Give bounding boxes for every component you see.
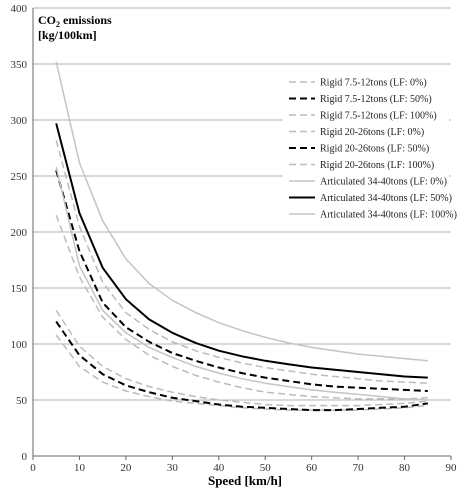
chart-title-line1: CO2 emissions bbox=[38, 13, 112, 29]
series-lines bbox=[55, 61, 428, 412]
y-tick-label: 100 bbox=[11, 339, 28, 351]
series-line-9 bbox=[55, 61, 428, 362]
y-tick-label: 150 bbox=[11, 283, 28, 295]
axes bbox=[32, 8, 452, 460]
legend-label-7: Articulated 34-40tons (LF: 0%) bbox=[320, 177, 447, 188]
grid-lines bbox=[33, 7, 451, 457]
x-tick-label: 80 bbox=[399, 462, 411, 474]
y-tick-label: 200 bbox=[11, 227, 28, 239]
legend: Rigid 7.5-12tons (LF: 0%) Rigid 7.5-12ton… bbox=[283, 72, 457, 222]
x-tick-label: 0 bbox=[30, 462, 36, 474]
legend-label-4: Rigid 20-26tons (LF: 0%) bbox=[320, 127, 424, 138]
legend-label-5: Rigid 20-26tons (LF: 50%) bbox=[320, 144, 429, 155]
y-tick-label: 400 bbox=[11, 3, 28, 15]
y-tick-label: 350 bbox=[11, 59, 28, 71]
series-line-6 bbox=[55, 140, 428, 384]
tick-labels: 0 50 100 150 200 250 300 350 400 0 10 20 30 40 50 60 70 8… bbox=[11, 3, 458, 474]
legend-label-2: Rigid 7.5-12tons (LF: 50%) bbox=[320, 94, 432, 105]
x-tick-label: 10 bbox=[74, 462, 86, 474]
legend-label-8: Articulated 34-40tons (LF: 50%) bbox=[320, 193, 452, 204]
title-rest: emissions bbox=[60, 13, 112, 27]
x-tick-label: 30 bbox=[167, 462, 179, 474]
y-tick-label: 0 bbox=[22, 451, 28, 463]
title-subscript: 2 bbox=[56, 20, 60, 29]
x-tick-label: 90 bbox=[446, 462, 458, 474]
series-line-2 bbox=[55, 321, 428, 412]
series-line-4 bbox=[55, 214, 428, 400]
series-line-3 bbox=[55, 309, 428, 407]
x-tick-label: 70 bbox=[353, 462, 365, 474]
legend-label-6: Rigid 20-26tons (LF: 100%) bbox=[320, 160, 434, 171]
x-axis-label: Speed [km/h] bbox=[208, 473, 282, 488]
x-tick-label: 20 bbox=[120, 462, 132, 474]
legend-label-3: Rigid 7.5-12tons (LF: 100%) bbox=[320, 111, 437, 122]
series-line-7 bbox=[55, 166, 428, 401]
series-line-8 bbox=[55, 123, 428, 379]
y-tick-label: 300 bbox=[11, 115, 28, 127]
x-tick-label: 50 bbox=[260, 462, 272, 474]
series-line-1 bbox=[55, 334, 428, 411]
x-tick-label: 40 bbox=[213, 462, 225, 474]
title-co: CO bbox=[38, 13, 56, 27]
chart-title-line2: [kg/100km] bbox=[38, 28, 97, 42]
x-tick-label: 60 bbox=[306, 462, 318, 474]
series-line-5 bbox=[55, 170, 428, 392]
y-tick-label: 250 bbox=[11, 171, 28, 183]
legend-label-1: Rigid 7.5-12tons (LF: 0%) bbox=[320, 78, 427, 89]
legend-label-9: Articulated 34-40tons (LF: 100%) bbox=[320, 210, 457, 221]
y-tick-label: 50 bbox=[16, 395, 28, 407]
